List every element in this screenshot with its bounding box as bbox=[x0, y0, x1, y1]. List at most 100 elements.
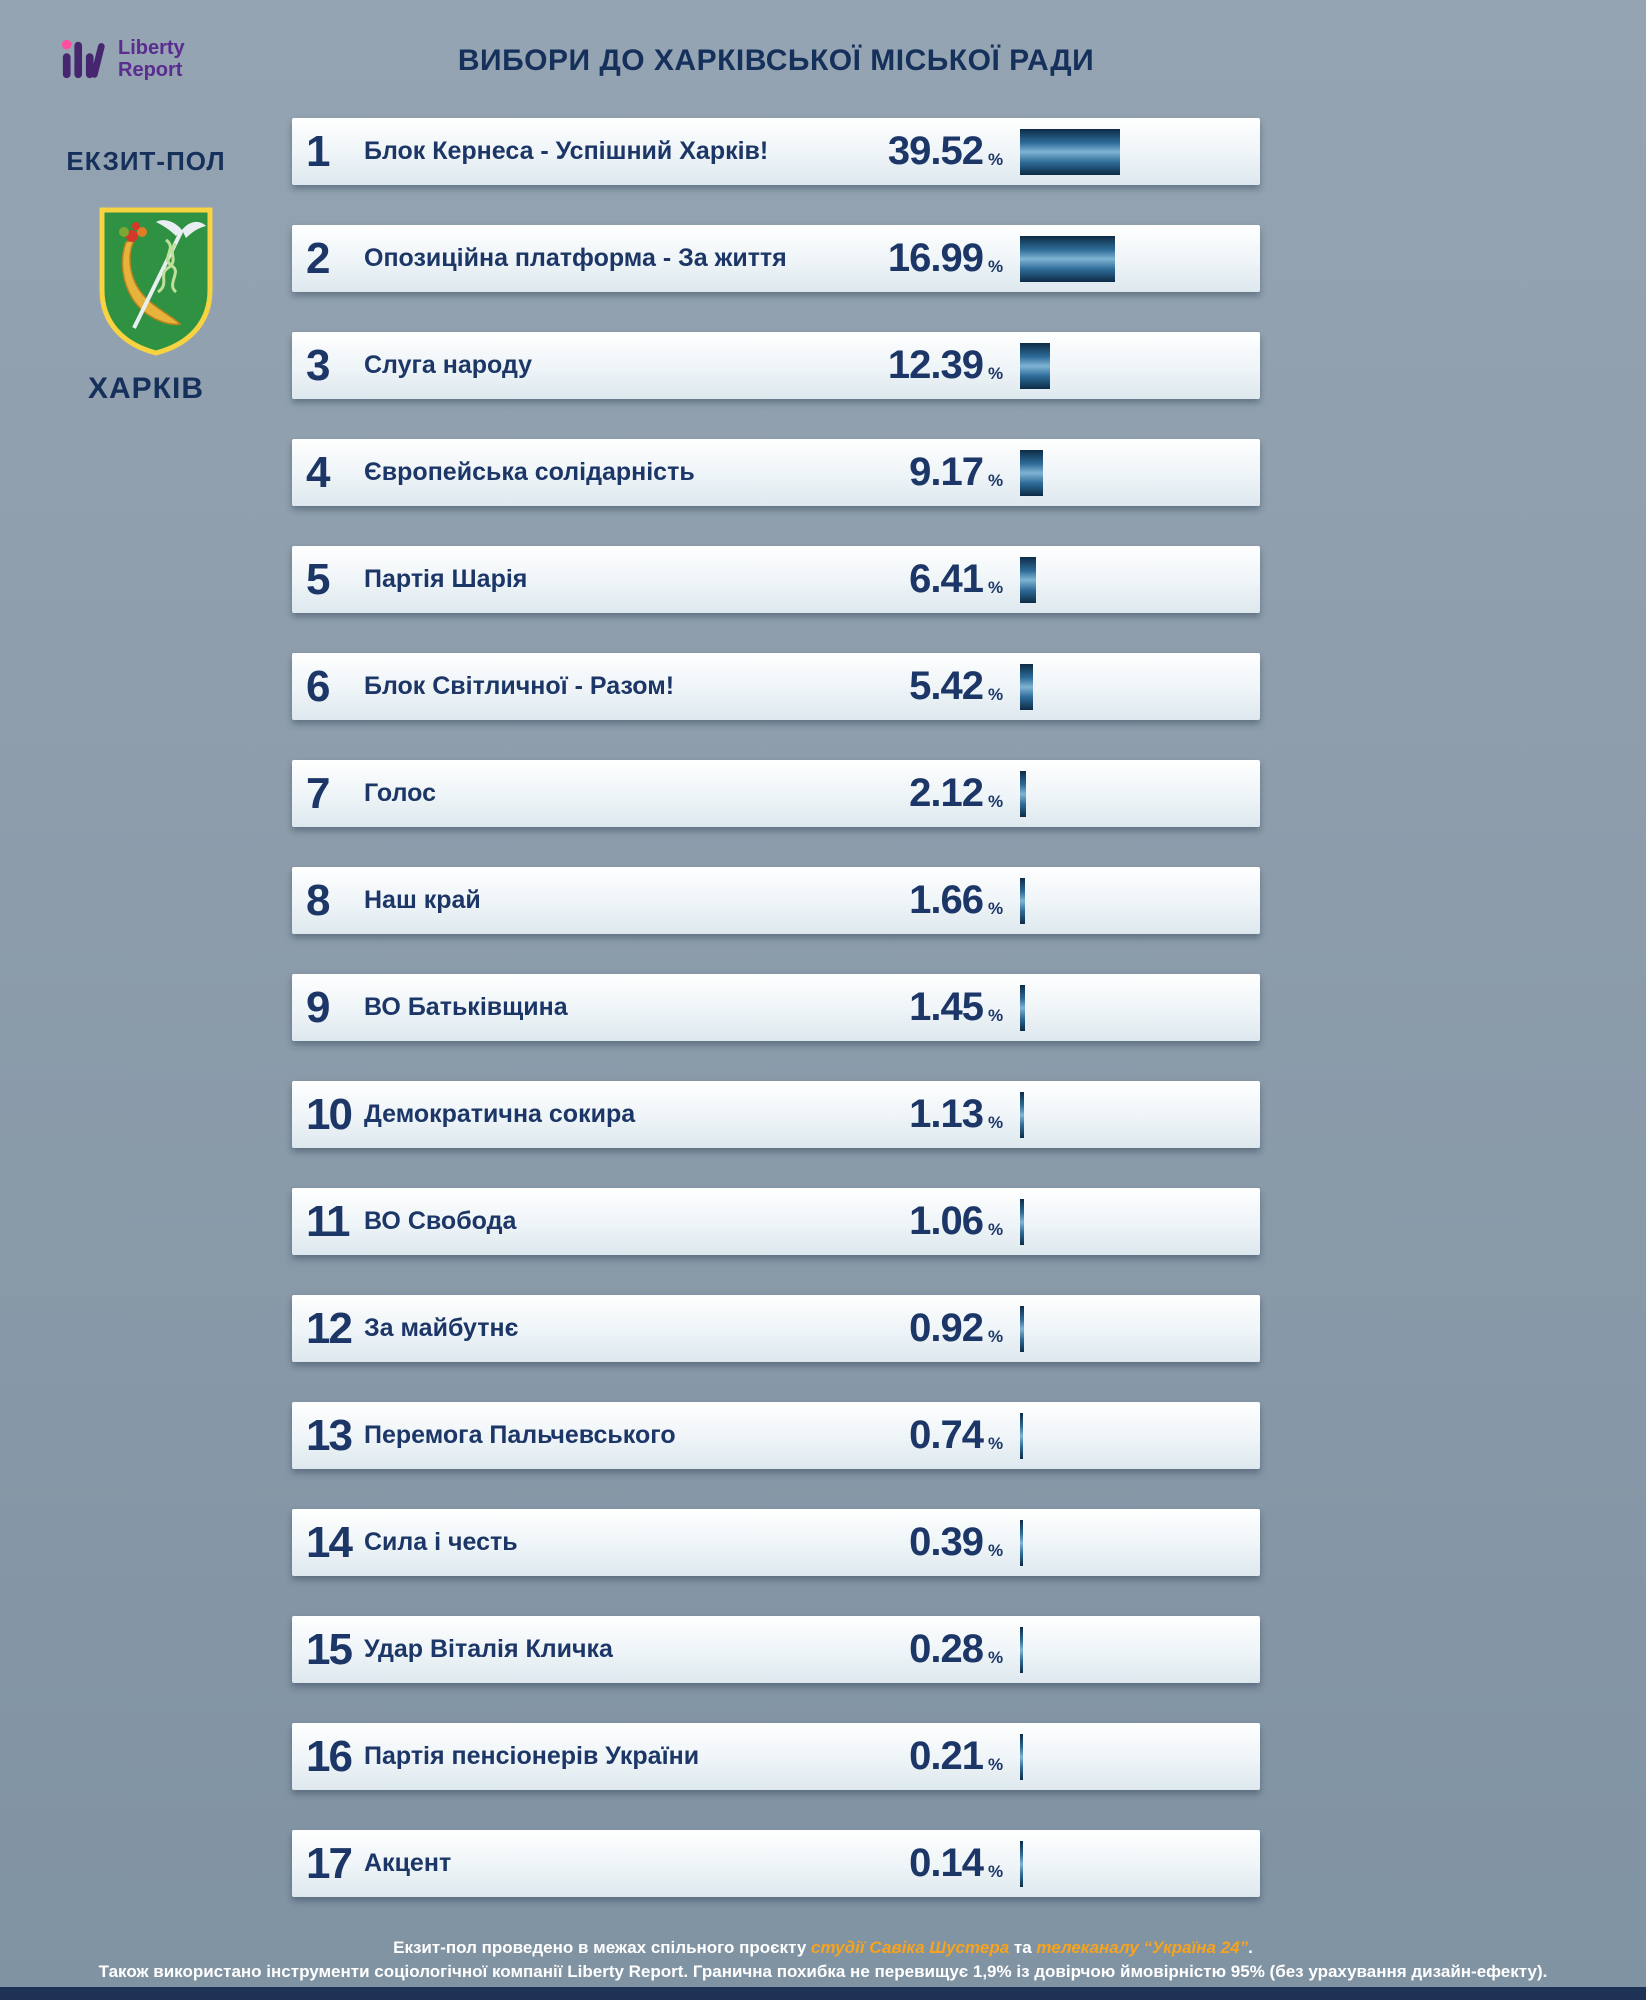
percent-symbol: % bbox=[988, 1005, 1004, 1025]
party-row: 2 Опозиційна платформа - За життя 16.99 … bbox=[292, 225, 1260, 292]
party-rank: 3 bbox=[306, 340, 330, 390]
party-rank: 8 bbox=[306, 875, 330, 925]
party-bar bbox=[1020, 449, 1043, 496]
bar-track bbox=[1020, 1412, 1260, 1459]
footer-line1-channel: телеканалу “Україна 24” bbox=[1036, 1938, 1249, 1957]
party-bar bbox=[1020, 1626, 1023, 1673]
party-name: Європейська солідарність bbox=[364, 458, 695, 486]
party-row: 12 За майбутнє 0.92 % bbox=[292, 1295, 1260, 1362]
bar-track bbox=[1020, 1519, 1260, 1566]
bar-track bbox=[1020, 770, 1260, 817]
party-row: 3 Слуга народу 12.39 % bbox=[292, 332, 1260, 399]
party-bar bbox=[1020, 984, 1025, 1031]
party-bar bbox=[1020, 1305, 1024, 1352]
party-row: 6 Блок Світличної - Разом! 5.42 % bbox=[292, 653, 1260, 720]
party-name: Наш край bbox=[364, 886, 481, 914]
party-row: 13 Перемога Пальчевського 0.74 % bbox=[292, 1402, 1260, 1469]
party-rank: 6 bbox=[306, 661, 330, 711]
bar-track bbox=[1020, 1305, 1260, 1352]
percent-symbol: % bbox=[988, 684, 1004, 704]
bar-track bbox=[1020, 663, 1260, 710]
party-percent: 12.39 bbox=[887, 343, 984, 387]
percent-symbol: % bbox=[988, 363, 1004, 383]
percent-symbol: % bbox=[988, 149, 1004, 169]
party-row: 15 Удар Віталія Кличка 0.28 % bbox=[292, 1616, 1260, 1683]
party-row: 17 Акцент 0.14 % bbox=[292, 1830, 1260, 1897]
logo-line2: Report bbox=[118, 59, 183, 81]
bar-track bbox=[1020, 449, 1260, 496]
kharkiv-coat-of-arms bbox=[99, 207, 213, 356]
party-percent: 0.21 bbox=[909, 1734, 984, 1778]
party-bar bbox=[1020, 1412, 1023, 1459]
party-percent: 6.41 bbox=[909, 557, 984, 601]
party-percent: 1.66 bbox=[909, 878, 984, 922]
party-name: За майбутнє bbox=[364, 1314, 519, 1342]
bar-track bbox=[1020, 1626, 1260, 1673]
liberty-report-logo-text: Liberty Report bbox=[118, 37, 185, 81]
city-label: ХАРКІВ bbox=[88, 372, 204, 405]
results-list: 1 Блок Кернеса - Успішний Харків! 39.52 … bbox=[292, 118, 1260, 1897]
party-rank: 10 bbox=[306, 1089, 353, 1139]
party-name: Партія пенсіонерів України bbox=[364, 1742, 700, 1770]
bar-track bbox=[1020, 1198, 1260, 1245]
party-bar bbox=[1020, 1519, 1023, 1566]
party-bar bbox=[1020, 770, 1026, 817]
party-percent: 0.92 bbox=[909, 1306, 984, 1350]
bottom-strip bbox=[0, 1987, 1646, 2000]
party-name: Блок Світличної - Разом! bbox=[364, 672, 675, 700]
party-percent: 0.14 bbox=[909, 1841, 984, 1885]
party-rank: 4 bbox=[306, 447, 330, 497]
party-percent: 0.39 bbox=[909, 1520, 984, 1564]
party-row: 5 Партія Шарія 6.41 % bbox=[292, 546, 1260, 613]
party-percent: 0.74 bbox=[909, 1413, 984, 1457]
footer-line1-mid: та bbox=[1009, 1938, 1037, 1957]
party-bar bbox=[1020, 556, 1036, 603]
party-name: Демократична сокира bbox=[364, 1100, 636, 1128]
party-rank: 11 bbox=[306, 1196, 351, 1246]
party-percent: 39.52 bbox=[887, 129, 984, 173]
percent-symbol: % bbox=[988, 256, 1004, 276]
party-bar bbox=[1020, 342, 1050, 389]
party-row: 8 Наш край 1.66 % bbox=[292, 867, 1260, 934]
percent-symbol: % bbox=[988, 1433, 1004, 1453]
party-name: Партія Шарія bbox=[364, 565, 528, 593]
party-percent: 2.12 bbox=[909, 771, 984, 815]
percent-symbol: % bbox=[988, 470, 1004, 490]
bar-track bbox=[1020, 342, 1260, 389]
party-bar bbox=[1020, 663, 1033, 710]
percent-symbol: % bbox=[988, 1326, 1004, 1346]
liberty-report-logo: Liberty Report bbox=[60, 36, 185, 82]
bar-track bbox=[1020, 235, 1260, 282]
percent-symbol: % bbox=[988, 577, 1004, 597]
bar-track bbox=[1020, 1840, 1260, 1887]
party-row: 9 ВО Батьківщина 1.45 % bbox=[292, 974, 1260, 1041]
liberty-report-logo-icon bbox=[61, 39, 105, 79]
party-rank: 12 bbox=[306, 1303, 353, 1353]
party-percent: 5.42 bbox=[909, 664, 984, 708]
percent-symbol: % bbox=[988, 1861, 1004, 1881]
percent-symbol: % bbox=[988, 1112, 1004, 1132]
party-rank: 9 bbox=[306, 982, 330, 1032]
percent-symbol: % bbox=[988, 1647, 1004, 1667]
percent-symbol: % bbox=[988, 1754, 1004, 1774]
party-rank: 13 bbox=[306, 1410, 353, 1460]
bar-track bbox=[1020, 556, 1260, 603]
party-name: Сила і честь bbox=[364, 1528, 518, 1556]
bar-track bbox=[1020, 984, 1260, 1031]
footer-line1-prefix: Екзит-пол проведено в межах спільного пр… bbox=[393, 1938, 811, 1957]
party-percent: 0.28 bbox=[909, 1627, 984, 1671]
page-title: ВИБОРИ ДО ХАРКІВСЬКОЇ МІСЬКОЇ РАДИ bbox=[457, 44, 1095, 77]
party-row: 11 ВО Свобода 1.06 % bbox=[292, 1188, 1260, 1255]
percent-symbol: % bbox=[988, 1540, 1004, 1560]
party-name: Удар Віталія Кличка bbox=[364, 1635, 613, 1663]
party-row: 4 Європейська солідарність 9.17 % bbox=[292, 439, 1260, 506]
bar-track bbox=[1020, 1091, 1260, 1138]
party-percent: 1.45 bbox=[909, 985, 984, 1029]
party-percent: 9.17 bbox=[909, 450, 984, 494]
party-name: ВО Батьківщина bbox=[364, 993, 568, 1021]
percent-symbol: % bbox=[988, 898, 1004, 918]
party-bar bbox=[1020, 877, 1025, 924]
footer-line1: Екзит-пол проведено в межах спільного пр… bbox=[0, 1938, 1646, 1958]
party-percent: 1.13 bbox=[909, 1092, 984, 1136]
